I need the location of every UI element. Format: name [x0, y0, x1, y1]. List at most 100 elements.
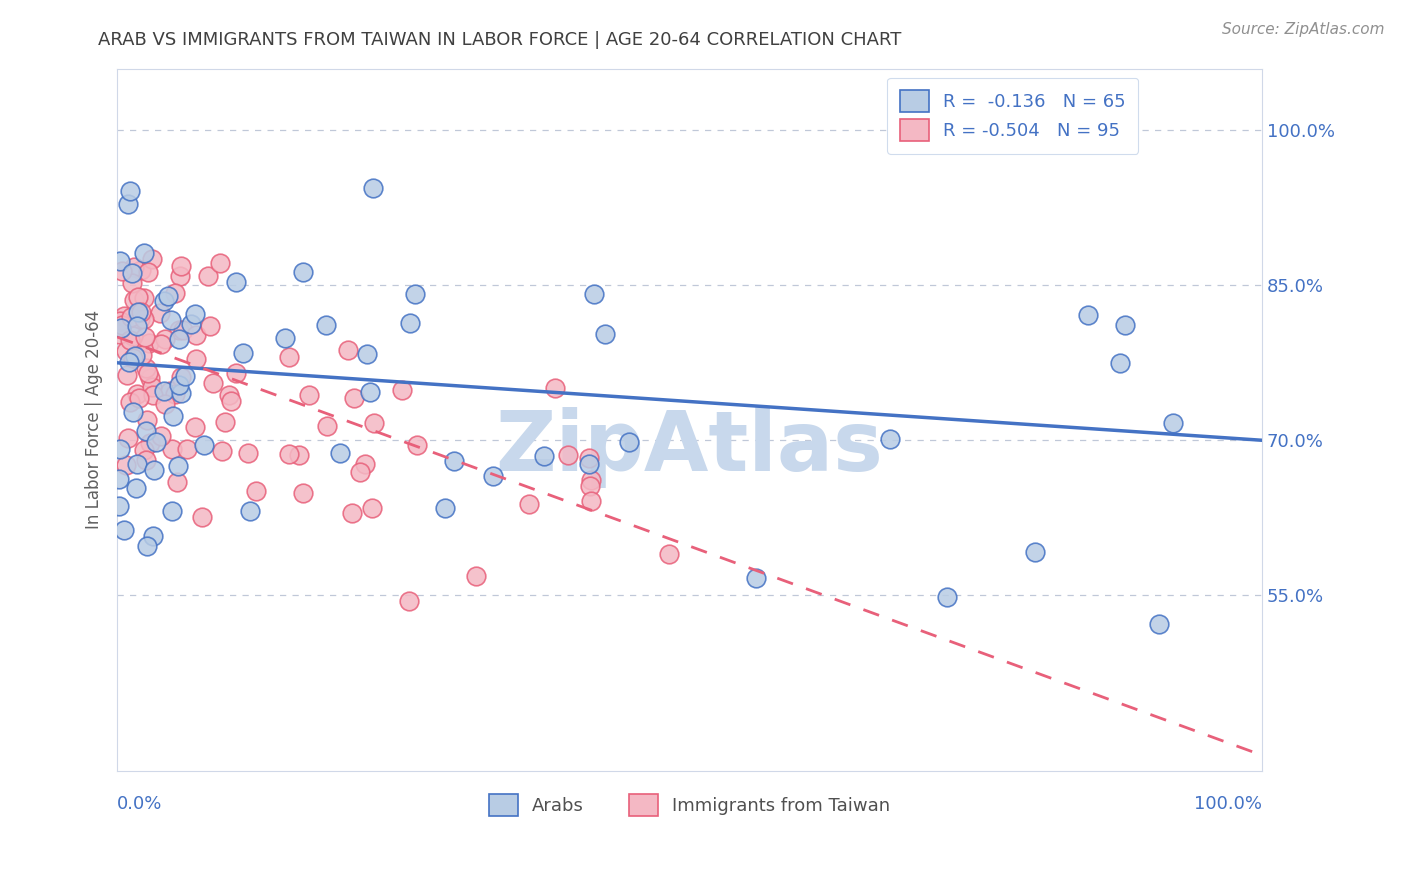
Point: [465, 569, 488, 583]
Point: [208, 256, 231, 270]
Point: [167, 323, 190, 337]
Point: [578, 479, 600, 493]
Text: 0.0%: 0.0%: [117, 796, 163, 814]
Point: [120, 310, 142, 325]
Point: [111, 318, 134, 332]
Point: [581, 494, 603, 508]
Point: [167, 459, 190, 474]
Point: [153, 294, 176, 309]
Point: [218, 388, 240, 402]
Point: [136, 413, 159, 427]
Point: [184, 419, 207, 434]
Point: [291, 486, 314, 500]
Point: [132, 442, 155, 457]
Point: [277, 350, 299, 364]
Point: [582, 287, 605, 301]
Point: [129, 305, 152, 319]
Text: 100.0%: 100.0%: [1194, 796, 1263, 814]
Point: [245, 484, 267, 499]
Point: [935, 590, 957, 604]
Point: [225, 275, 247, 289]
Point: [132, 311, 155, 326]
Point: [125, 481, 148, 495]
Point: [110, 321, 132, 335]
Point: [202, 376, 225, 390]
Point: [124, 349, 146, 363]
Point: [134, 329, 156, 343]
Point: [191, 510, 214, 524]
Point: [160, 504, 183, 518]
Point: [744, 571, 766, 585]
Point: [1024, 545, 1046, 559]
Point: [142, 528, 165, 542]
Point: [170, 370, 193, 384]
Point: [298, 387, 321, 401]
Point: [170, 386, 193, 401]
Point: [122, 260, 145, 275]
Point: [342, 506, 364, 520]
Point: [1163, 417, 1185, 431]
Point: [165, 387, 187, 401]
Point: [153, 384, 176, 399]
Point: [110, 442, 132, 457]
Point: [149, 336, 172, 351]
Point: [316, 419, 339, 434]
Point: [186, 351, 208, 366]
Point: [593, 326, 616, 341]
Point: [118, 333, 141, 347]
Point: [200, 318, 222, 333]
Point: [354, 457, 377, 471]
Point: [129, 312, 152, 326]
Point: [169, 268, 191, 283]
Point: [197, 269, 219, 284]
Point: [174, 368, 197, 383]
Point: [108, 499, 131, 513]
Point: [136, 539, 159, 553]
Point: [108, 254, 131, 268]
Point: [134, 245, 156, 260]
Point: [211, 443, 233, 458]
Point: [533, 450, 555, 464]
Point: [111, 264, 134, 278]
Legend: Arabs, Immigrants from Taiwan: Arabs, Immigrants from Taiwan: [479, 785, 900, 825]
Point: [879, 432, 901, 446]
Point: [135, 424, 157, 438]
Point: [329, 446, 352, 460]
Point: [122, 293, 145, 307]
Point: [125, 387, 148, 401]
Point: [121, 328, 143, 343]
Point: [176, 442, 198, 457]
Point: [292, 265, 315, 279]
Point: [141, 252, 163, 266]
Point: [169, 332, 191, 346]
Point: [121, 276, 143, 290]
Point: [127, 290, 149, 304]
Text: ARAB VS IMMIGRANTS FROM TAIWAN IN LABOR FORCE | AGE 20-64 CORRELATION CHART: ARAB VS IMMIGRANTS FROM TAIWAN IN LABOR …: [98, 31, 901, 49]
Point: [363, 416, 385, 430]
Point: [180, 317, 202, 331]
Point: [138, 371, 160, 385]
Text: ZipAtlas: ZipAtlas: [495, 407, 883, 488]
Point: [142, 462, 165, 476]
Point: [120, 184, 142, 198]
Point: [225, 366, 247, 380]
Point: [1114, 318, 1136, 333]
Point: [136, 265, 159, 279]
Point: [141, 380, 163, 394]
Point: [404, 287, 426, 301]
Point: [150, 429, 173, 443]
Point: [356, 347, 378, 361]
Point: [288, 448, 311, 462]
Point: [184, 327, 207, 342]
Point: [1077, 308, 1099, 322]
Point: [108, 326, 131, 341]
Point: [121, 405, 143, 419]
Point: [360, 500, 382, 515]
Point: [578, 458, 600, 472]
Point: [117, 197, 139, 211]
Point: [1149, 617, 1171, 632]
Point: [136, 366, 159, 380]
Point: [138, 435, 160, 450]
Point: [166, 475, 188, 489]
Point: [219, 394, 242, 409]
